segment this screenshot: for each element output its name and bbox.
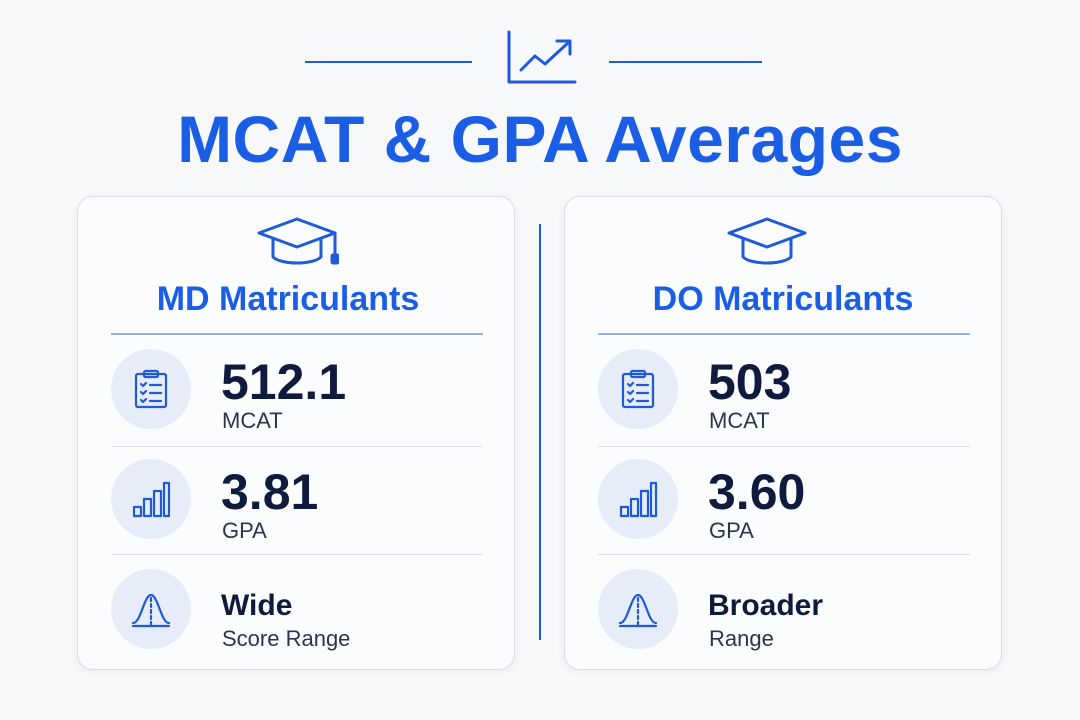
gpa-label: GPA bbox=[222, 518, 267, 543]
md-matriculants-card: MD Matriculants 512.1 MCAT 3.81 GPA bbox=[77, 196, 515, 670]
graduation-cap-icon bbox=[257, 217, 339, 265]
mcat-value: 503 bbox=[708, 354, 792, 410]
icon-badge bbox=[111, 569, 191, 649]
range-value: Broader bbox=[708, 589, 824, 622]
bell-curve-icon bbox=[131, 593, 171, 628]
bell-curve-icon bbox=[618, 593, 658, 628]
mcat-value: 512.1 bbox=[221, 354, 347, 410]
icon-badge bbox=[598, 569, 678, 649]
card-divider bbox=[539, 224, 541, 640]
header-divider-left bbox=[305, 61, 472, 63]
range-value: Wide bbox=[221, 589, 293, 622]
row-divider bbox=[598, 446, 970, 447]
card-title-divider bbox=[598, 333, 970, 335]
row-divider bbox=[111, 554, 483, 555]
row-divider bbox=[111, 446, 483, 447]
icon-badge bbox=[598, 459, 678, 539]
clipboard-checklist-icon bbox=[134, 369, 168, 409]
stat-row-range: Wide Score Range bbox=[111, 557, 483, 665]
bar-chart-icon bbox=[619, 481, 658, 518]
icon-badge bbox=[111, 459, 191, 539]
gpa-value: 3.60 bbox=[708, 464, 806, 520]
icon-badge bbox=[111, 349, 191, 429]
clipboard-checklist-icon bbox=[621, 369, 655, 409]
card-title-divider bbox=[111, 333, 483, 335]
header-divider-right bbox=[609, 61, 762, 63]
stat-row-mcat: 512.1 MCAT bbox=[111, 337, 483, 445]
gpa-value: 3.81 bbox=[221, 464, 319, 520]
range-label: Score Range bbox=[222, 626, 351, 651]
stat-row-gpa: 3.60 GPA bbox=[598, 447, 970, 555]
trend-up-icon bbox=[507, 30, 577, 84]
card-title: DO Matriculants bbox=[652, 280, 914, 318]
mcat-label: MCAT bbox=[222, 408, 283, 433]
range-label: Range bbox=[709, 626, 774, 651]
graduation-cap-icon bbox=[727, 217, 807, 265]
do-matriculants-card: DO Matriculants 503 MCAT 3.60 GPA bbox=[564, 196, 1002, 670]
stat-row-gpa: 3.81 GPA bbox=[111, 447, 483, 555]
card-title: MD Matriculants bbox=[156, 280, 420, 318]
mcat-label: MCAT bbox=[709, 408, 770, 433]
page-title: MCAT & GPA Averages bbox=[177, 102, 903, 176]
stat-row-mcat: 503 MCAT bbox=[598, 337, 970, 445]
bar-chart-icon bbox=[132, 481, 171, 518]
row-divider bbox=[598, 554, 970, 555]
stat-row-range: Broader Range bbox=[598, 557, 970, 665]
icon-badge bbox=[598, 349, 678, 429]
gpa-label: GPA bbox=[709, 518, 754, 543]
